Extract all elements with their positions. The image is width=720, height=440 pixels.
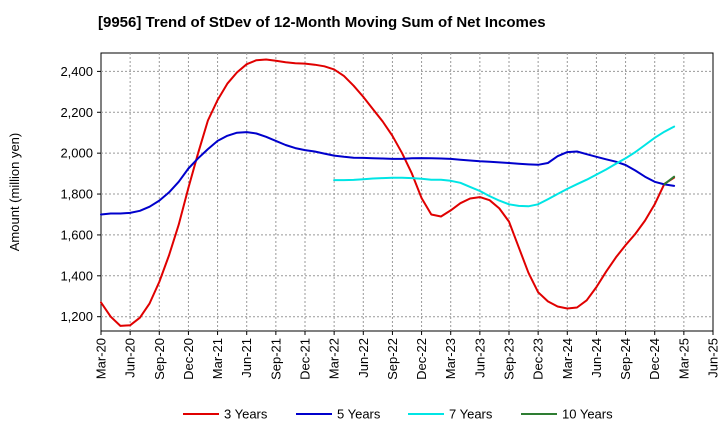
x-tick-label: Jun-24 [589, 338, 604, 378]
x-tick-label: Dec-21 [298, 338, 313, 380]
y-tick-label: 1,400 [60, 268, 93, 283]
x-tick-label: Dec-22 [414, 338, 429, 380]
legend-label: 10 Years [562, 407, 613, 422]
legend-label: 5 Years [337, 407, 381, 422]
x-tick-label: Sep-21 [268, 338, 283, 380]
y-tick-label: 1,800 [60, 187, 93, 202]
y-tick-label: 2,400 [60, 64, 93, 79]
y-tick-label: 1,200 [60, 309, 93, 324]
x-tick-label: Sep-24 [618, 338, 633, 380]
y-tick-label: 2,200 [60, 105, 93, 120]
series-lines [100, 58, 676, 327]
x-tick-label: Mar-22 [327, 338, 342, 379]
y-axis-ticks: 1,200 1,400 1,600 1,800 2,000 2,200 2,400 [60, 64, 101, 324]
legend-label: 3 Years [224, 407, 268, 422]
x-tick-label: Mar-23 [443, 338, 458, 379]
x-tick-label: Sep-22 [385, 338, 400, 380]
x-axis-ticks: Mar-20 Jun-20 Sep-20 Dec-20 Mar-21 Jun-21 Sep-… [94, 331, 720, 380]
x-tick-label: Mar-20 [94, 338, 109, 379]
legend-label: 7 Years [449, 407, 493, 422]
y-tick-label: 2,000 [60, 146, 93, 161]
x-tick-label: Mar-24 [560, 338, 575, 379]
x-tick-label: Jun-22 [356, 338, 371, 378]
y-tick-label: 1,600 [60, 227, 93, 242]
x-tick-label: Sep-23 [502, 338, 517, 380]
x-tick-label: Jun-23 [472, 338, 487, 378]
x-tick-label: Jun-21 [239, 338, 254, 378]
x-tick-label: Jun-20 [123, 338, 138, 378]
series-line-10-years [663, 175, 676, 186]
plot-area [100, 52, 714, 332]
x-tick-label: Dec-20 [181, 338, 196, 380]
x-tick-label: Dec-24 [647, 338, 662, 380]
x-tick-label: Mar-25 [676, 338, 691, 379]
series-line-5-years [100, 131, 676, 216]
x-tick-label: Jun-25 [706, 338, 720, 378]
series-line-7-years [333, 125, 676, 208]
x-tick-label: Mar-21 [210, 338, 225, 379]
chart-title: [9956] Trend of StDev of 12-Month Moving… [98, 14, 546, 31]
legend: 3 Years 5 Years 7 Years 10 Years [183, 407, 613, 422]
x-tick-label: Sep-20 [152, 338, 167, 380]
x-tick-label: Dec-23 [531, 338, 546, 380]
y-axis-label: Amount (million yen) [7, 133, 22, 252]
grid-lines [101, 53, 713, 331]
